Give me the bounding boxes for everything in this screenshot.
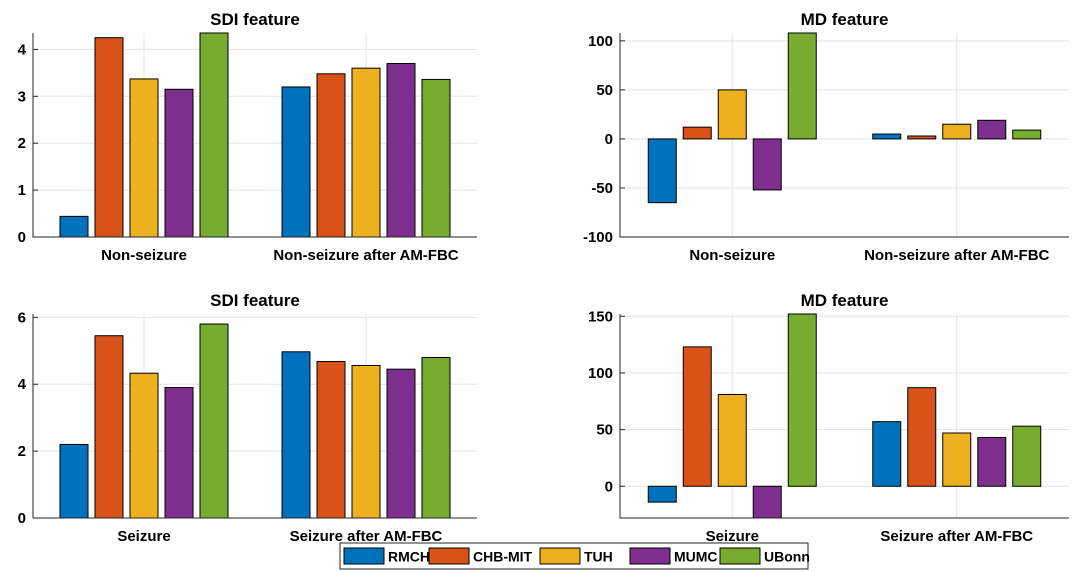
chart-panel-bottom-left: 0 2 4 6 Seizure Seizure after AM-FBC SDI featu… — [18, 291, 477, 545]
bar-tuh-0 — [129, 78, 159, 238]
bar-tuh-0 — [717, 89, 747, 140]
chart-panel-top-left: 0 1 2 3 4 Non-seizure Non-seizure after AM-FBC… — [18, 10, 477, 264]
chart-title: SDI feature — [210, 10, 300, 29]
y-tick-label: 6 — [18, 309, 26, 326]
y-tick-label: 0 — [605, 131, 613, 148]
y-tick-label: 50 — [596, 422, 613, 439]
legend-swatch-rmch — [343, 547, 385, 565]
bar-tuh-0 — [717, 393, 747, 487]
bar-rmch-1 — [281, 86, 311, 238]
bar-ubonn-0 — [787, 313, 817, 487]
bar-mumc-1 — [386, 62, 416, 238]
bar-tuh-1 — [942, 123, 972, 140]
bar-chb-mit-0 — [682, 346, 712, 487]
bar-chb-mit-1 — [316, 360, 346, 519]
bar-chb-mit-0 — [94, 37, 124, 238]
legend-swatch-ubonn — [719, 547, 761, 565]
bar-mumc-1 — [386, 368, 416, 519]
y-tick-label: 50 — [596, 82, 613, 99]
axis-frame — [619, 314, 1069, 519]
y-tick-label: 2 — [18, 443, 26, 460]
y-tick-label: 4 — [18, 41, 27, 58]
y-tick-label: 1 — [18, 182, 26, 199]
bar-rmch-1 — [281, 351, 311, 519]
bar-tuh-1 — [351, 67, 381, 238]
legend-swatch-chb-mit — [428, 547, 470, 565]
bar-ubonn-1 — [421, 78, 451, 238]
bar-ubonn-1 — [421, 356, 451, 519]
chart-title: SDI feature — [210, 291, 300, 310]
bar-ubonn-1 — [1012, 129, 1042, 140]
bar-chb-mit-1 — [907, 135, 937, 140]
legend-swatch-tuh — [539, 547, 581, 565]
bar-mumc-0 — [752, 485, 782, 519]
chart-panel-top-right: -100 -50 0 50 100 Non-seizure Non-seizure afte… — [583, 10, 1069, 264]
bar-rmch-0 — [647, 485, 677, 503]
bar-rmch-0 — [59, 443, 89, 519]
bar-mumc-0 — [752, 138, 782, 191]
y-tick-label: 100 — [588, 33, 613, 50]
bar-mumc-0 — [164, 88, 194, 238]
bar-mumc-1 — [977, 437, 1007, 487]
x-category-label: Non-seizure after AM-FBC — [273, 247, 458, 264]
bar-chb-mit-1 — [907, 387, 937, 487]
legend-label: TUH — [584, 549, 613, 565]
bar-ubonn-1 — [1012, 425, 1042, 487]
bar-ubonn-0 — [199, 32, 229, 238]
x-category-label: Seizure after AM-FBC — [290, 528, 443, 545]
y-tick-label: 4 — [18, 376, 27, 393]
bar-chb-mit-1 — [316, 73, 346, 238]
bar-rmch-0 — [647, 138, 677, 204]
legend: RMCH CHB-MIT TUH MUMC UBonn — [339, 542, 810, 570]
bar-ubonn-0 — [199, 323, 229, 519]
y-tick-label: 150 — [588, 308, 613, 325]
bar-rmch-1 — [872, 133, 902, 140]
x-category-label: Seizure after AM-FBC — [880, 528, 1033, 545]
chart-title: MD feature — [801, 291, 889, 310]
x-category-label: Non-seizure — [689, 247, 775, 264]
legend-swatch-mumc — [629, 547, 671, 565]
legend-label: MUMC — [674, 549, 718, 565]
bar-mumc-1 — [977, 119, 1007, 140]
chart-title: MD feature — [801, 10, 889, 29]
x-category-label: Seizure — [706, 528, 759, 545]
x-category-label: Non-seizure — [101, 247, 187, 264]
chart-panel-bottom-right: 0 50 100 150 Seizure Seizure after AM-FBC MD f… — [588, 291, 1069, 545]
x-category-label: Seizure — [117, 528, 170, 545]
y-tick-label: 100 — [588, 365, 613, 382]
y-tick-label: 2 — [18, 135, 26, 152]
y-tick-label: 0 — [605, 478, 613, 495]
legend-label: UBonn — [764, 549, 810, 565]
x-category-label: Non-seizure after AM-FBC — [864, 247, 1049, 264]
legend-label: RMCH — [388, 549, 430, 565]
bar-rmch-0 — [59, 215, 89, 238]
y-tick-label: 3 — [18, 88, 26, 105]
y-tick-label: 0 — [18, 510, 26, 527]
y-tick-label: -50 — [591, 180, 613, 197]
bar-rmch-1 — [872, 421, 902, 487]
legend-label: CHB-MIT — [473, 549, 533, 565]
y-tick-label: 0 — [18, 229, 26, 246]
bar-ubonn-0 — [787, 32, 817, 140]
bar-mumc-0 — [164, 387, 194, 519]
bar-chb-mit-0 — [682, 126, 712, 140]
bar-tuh-1 — [351, 365, 381, 519]
y-tick-label: -100 — [583, 229, 613, 246]
bar-chb-mit-0 — [94, 335, 124, 519]
bar-tuh-0 — [129, 372, 159, 519]
bar-tuh-1 — [942, 432, 972, 487]
